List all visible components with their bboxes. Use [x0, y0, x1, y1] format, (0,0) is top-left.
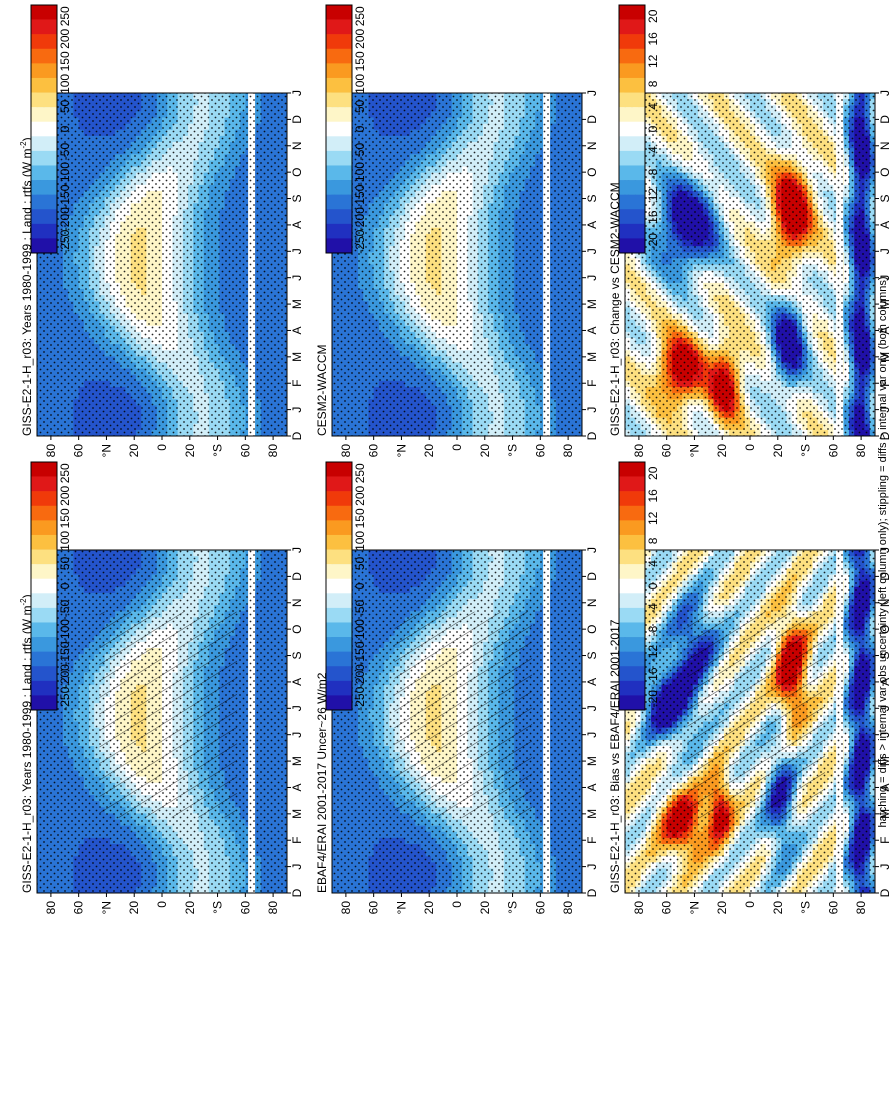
colorbar-label: -150 — [58, 641, 72, 665]
colorbar-swatch — [31, 622, 57, 638]
x-tick-label: N — [290, 598, 304, 607]
colorbar-label: 200 — [58, 485, 72, 505]
colorbar-label: -50 — [58, 600, 72, 618]
title-superscript: -2 — [19, 598, 28, 606]
x-tick-label: F — [290, 837, 304, 844]
colorbar-label: -200 — [58, 664, 72, 688]
colorbar-swatch — [31, 680, 57, 696]
title-end: ) — [20, 594, 34, 598]
colorbar-swatch — [31, 491, 57, 507]
colorbar-swatch — [31, 534, 57, 550]
colorbar-swatch — [31, 607, 57, 623]
colorbar-swatch — [31, 593, 57, 609]
y-tick-label: 80 — [266, 901, 280, 915]
hatching-overlay — [99, 611, 237, 818]
x-tick-label: M — [290, 809, 304, 819]
y-tick-label: °S — [211, 901, 225, 914]
colorbar-swatch — [31, 476, 57, 492]
colorbar-frame — [30, 461, 58, 711]
colorbar-swatch — [31, 505, 57, 521]
colorbar-label: 0 — [58, 582, 72, 589]
colorbar: 250 200 150 100 50 0 -50-100-150-200-250 — [30, 461, 72, 711]
colorbar-label: 100 — [58, 531, 72, 551]
x-tick-label: A — [290, 783, 304, 791]
y-tick-label: 0 — [155, 901, 169, 908]
x-tick-label: J — [290, 864, 304, 870]
colorbar-swatch — [31, 651, 57, 667]
colorbar-swatch — [31, 666, 57, 682]
x-tick-label: J — [290, 732, 304, 738]
y-tick-label: 60 — [72, 901, 86, 915]
colorbar-swatch — [31, 695, 57, 711]
y-tick-label: 20 — [183, 901, 197, 915]
colorbar-label: -250 — [58, 686, 72, 710]
x-tick-label: D — [290, 888, 304, 897]
colorbar-swatch — [31, 520, 57, 536]
x-tick-label: D — [290, 572, 304, 581]
x-tick-label: J — [290, 547, 304, 553]
x-tick-label: A — [290, 678, 304, 686]
panel-title: GISS-E2-1-H_r03: Years 1980-1999 : Land … — [19, 594, 34, 893]
colorbar-label: 250 — [58, 463, 72, 483]
x-tick-label: M — [290, 756, 304, 766]
x-tick-label: O — [290, 624, 304, 633]
colorbar-swatch — [31, 564, 57, 580]
colorbar-label: 50 — [58, 556, 72, 570]
y-tick-label: 80 — [44, 901, 58, 915]
colorbar-label: -100 — [58, 619, 72, 643]
y-tick-label: 20 — [127, 901, 141, 915]
colorbar-label: 150 — [58, 508, 72, 528]
colorbar-swatch — [31, 549, 57, 565]
x-tick-label: S — [290, 652, 304, 660]
y-tick-label: °N — [99, 901, 113, 914]
colorbar-swatch — [31, 462, 57, 477]
x-tick-label: J — [290, 705, 304, 711]
colorbar-swatch — [31, 637, 57, 652]
y-tick-label: 60 — [238, 901, 252, 915]
colorbar-swatch — [31, 578, 57, 594]
